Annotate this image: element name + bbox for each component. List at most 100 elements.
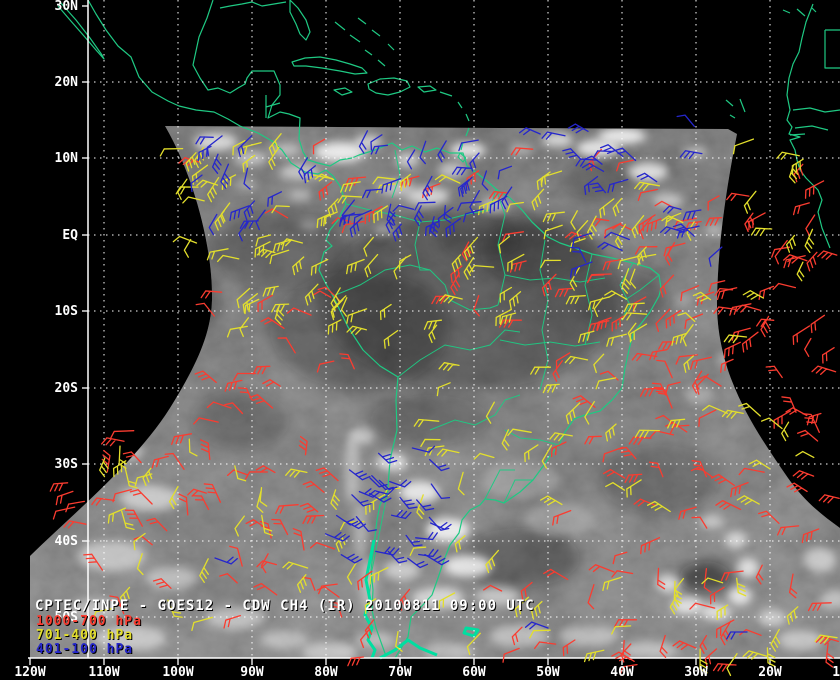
wind-barb bbox=[315, 467, 339, 482]
wind-barb bbox=[164, 452, 185, 470]
wind-barb bbox=[678, 506, 697, 520]
cloud-blob bbox=[300, 220, 320, 230]
wind-barb bbox=[277, 337, 296, 354]
wind-barb bbox=[702, 404, 729, 414]
wind-barb bbox=[634, 181, 661, 191]
wind-barb bbox=[680, 285, 700, 302]
wind-barb bbox=[602, 468, 626, 479]
wind-barb bbox=[825, 642, 835, 668]
wind-barb bbox=[420, 438, 441, 448]
wind-barb bbox=[583, 175, 599, 196]
cloud-blob bbox=[78, 541, 146, 571]
wind-barb bbox=[373, 205, 389, 224]
wind-barb bbox=[253, 583, 278, 596]
wind-barb bbox=[555, 352, 571, 370]
wind-barb bbox=[200, 439, 211, 460]
wind-barb bbox=[450, 272, 461, 296]
wind-barb bbox=[766, 647, 776, 668]
wind-barb bbox=[796, 429, 819, 442]
wind-barb bbox=[451, 166, 473, 176]
wind-barb bbox=[673, 580, 683, 604]
lon-label: 10W bbox=[832, 665, 840, 680]
wind-barb bbox=[765, 365, 783, 379]
wind-barb bbox=[506, 201, 525, 213]
wind-barb bbox=[379, 303, 392, 321]
wind-barb bbox=[691, 516, 708, 529]
coastline-path bbox=[192, 0, 662, 659]
wind-barb bbox=[274, 305, 285, 325]
wind-barb bbox=[377, 452, 398, 464]
wind-barb bbox=[593, 353, 605, 374]
wind-barb bbox=[337, 195, 363, 204]
wind-barb bbox=[429, 458, 450, 472]
wind-barb bbox=[605, 423, 617, 442]
wind-barb bbox=[659, 634, 668, 658]
wind-barb bbox=[541, 131, 566, 140]
wind-barb bbox=[669, 594, 680, 615]
wind-barb bbox=[708, 280, 726, 293]
coastline-path bbox=[291, 56, 368, 75]
wind-barb bbox=[679, 150, 703, 160]
wind-barb bbox=[543, 568, 569, 581]
cloud-blob bbox=[146, 567, 198, 589]
wind-barb bbox=[239, 220, 259, 229]
wind-barb bbox=[622, 639, 631, 661]
wind-barb bbox=[364, 205, 383, 225]
wind-barb bbox=[776, 151, 800, 160]
wind-barb bbox=[214, 210, 225, 231]
wind-barb bbox=[193, 417, 219, 425]
wind-barb bbox=[327, 319, 342, 335]
wind-barb bbox=[52, 506, 76, 520]
wind-barb bbox=[271, 205, 290, 214]
coastline-path bbox=[334, 17, 395, 67]
wind-barb bbox=[255, 234, 272, 247]
wind-barb bbox=[327, 198, 339, 218]
wind-barb bbox=[318, 181, 333, 201]
wind-barb bbox=[611, 625, 632, 635]
wind-barb bbox=[268, 146, 280, 170]
wind-barb bbox=[540, 495, 563, 506]
cloud-blob bbox=[424, 643, 476, 658]
wind-barb bbox=[152, 578, 172, 589]
wind-barb bbox=[510, 147, 534, 156]
wind-barb bbox=[499, 312, 517, 326]
wind-barb bbox=[743, 190, 757, 214]
wind-barb bbox=[244, 298, 260, 315]
wind-barb bbox=[541, 273, 557, 297]
cloud-blob bbox=[384, 560, 420, 580]
wind-barb bbox=[602, 576, 622, 591]
wind-barb bbox=[411, 445, 436, 453]
wind-barb bbox=[191, 164, 209, 185]
wind-barb bbox=[392, 204, 415, 212]
wind-barb bbox=[716, 604, 729, 621]
wind-barb bbox=[172, 235, 198, 244]
wind-barb bbox=[760, 417, 783, 430]
wind-barb bbox=[220, 163, 230, 189]
wind-barb bbox=[436, 448, 460, 457]
wind-barb bbox=[229, 545, 243, 567]
wind-barb bbox=[457, 179, 470, 197]
wind-barb bbox=[217, 254, 240, 263]
cloud-blob bbox=[120, 485, 180, 511]
wind-barb bbox=[587, 296, 610, 311]
wind-barb bbox=[489, 195, 508, 214]
wind-barb bbox=[182, 196, 205, 204]
wind-barb bbox=[726, 631, 748, 640]
wind-barb bbox=[542, 383, 560, 394]
wind-barb bbox=[483, 584, 503, 592]
wind-barb bbox=[562, 639, 576, 657]
wind-barb bbox=[369, 477, 388, 488]
cloud-blob bbox=[542, 133, 574, 147]
border-path bbox=[332, 264, 451, 301]
dark-cloud-free-patch bbox=[440, 220, 520, 260]
wind-barb bbox=[238, 221, 248, 242]
wind-barb bbox=[665, 309, 682, 329]
wind-barb bbox=[815, 635, 839, 646]
lon-label: 60W bbox=[462, 665, 486, 680]
wind-barb bbox=[481, 170, 489, 191]
cloud-blob bbox=[438, 162, 466, 178]
wind-barb bbox=[400, 175, 420, 189]
wind-barb bbox=[672, 223, 695, 237]
wind-barb bbox=[232, 140, 246, 156]
wind-barb bbox=[637, 188, 658, 202]
